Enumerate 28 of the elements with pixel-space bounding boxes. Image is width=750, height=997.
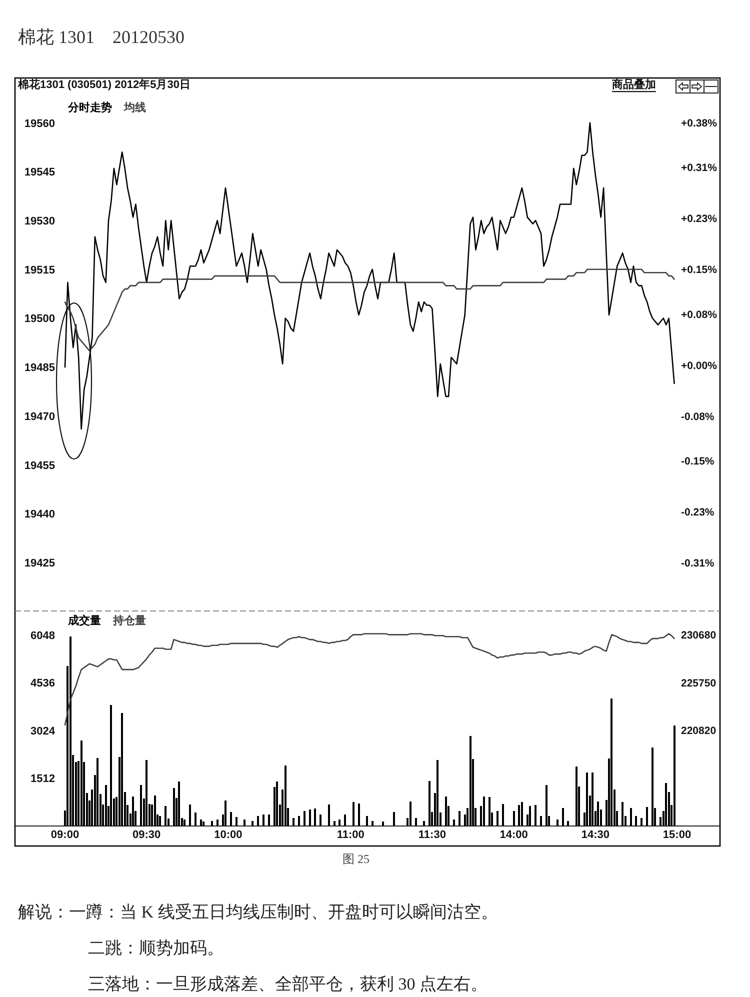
- y2-tick-label: +0.38%: [681, 118, 718, 130]
- y-tick-label: 19485: [24, 362, 55, 374]
- y2-tick-label: 230680: [681, 630, 716, 642]
- text: 分时走势: [67, 101, 112, 114]
- y2-tick-label: 225750: [681, 677, 716, 690]
- y-tick-label: 19500: [24, 313, 55, 326]
- y-tick-label: 19530: [24, 215, 55, 228]
- chart-title: 棉花 1301 20120530: [18, 27, 184, 47]
- y2-tick-label: 220820: [681, 725, 716, 738]
- y-tick-label: 19560: [24, 118, 55, 130]
- y2-tick-label: -0.08%: [681, 410, 715, 423]
- y2-tick-label: +0.00%: [681, 360, 718, 372]
- y-tick-label: 19425: [24, 558, 55, 570]
- y-tick-label: 19545: [24, 166, 55, 179]
- y-tick-label: 19440: [24, 508, 55, 521]
- text: 商品叠加: [611, 78, 656, 91]
- y2-tick-label: +0.23%: [681, 213, 718, 226]
- y-tick-label: 19455: [24, 460, 55, 472]
- y2-tick-label: +0.08%: [681, 308, 718, 321]
- y2-tick-label: -0.23%: [681, 506, 715, 518]
- text: 均线: [123, 101, 146, 114]
- y2-tick-label: -0.15%: [681, 455, 715, 468]
- y2-tick-label: +0.15%: [681, 264, 718, 276]
- y2-tick-label: -0.31%: [681, 557, 715, 570]
- y-tick-label: 19515: [24, 264, 55, 276]
- y2-tick-label: +0.31%: [681, 162, 718, 174]
- y-tick-label: 19470: [24, 410, 55, 423]
- chart-subtitle: 棉花1301 (030501) 2012年5月30日: [17, 78, 190, 91]
